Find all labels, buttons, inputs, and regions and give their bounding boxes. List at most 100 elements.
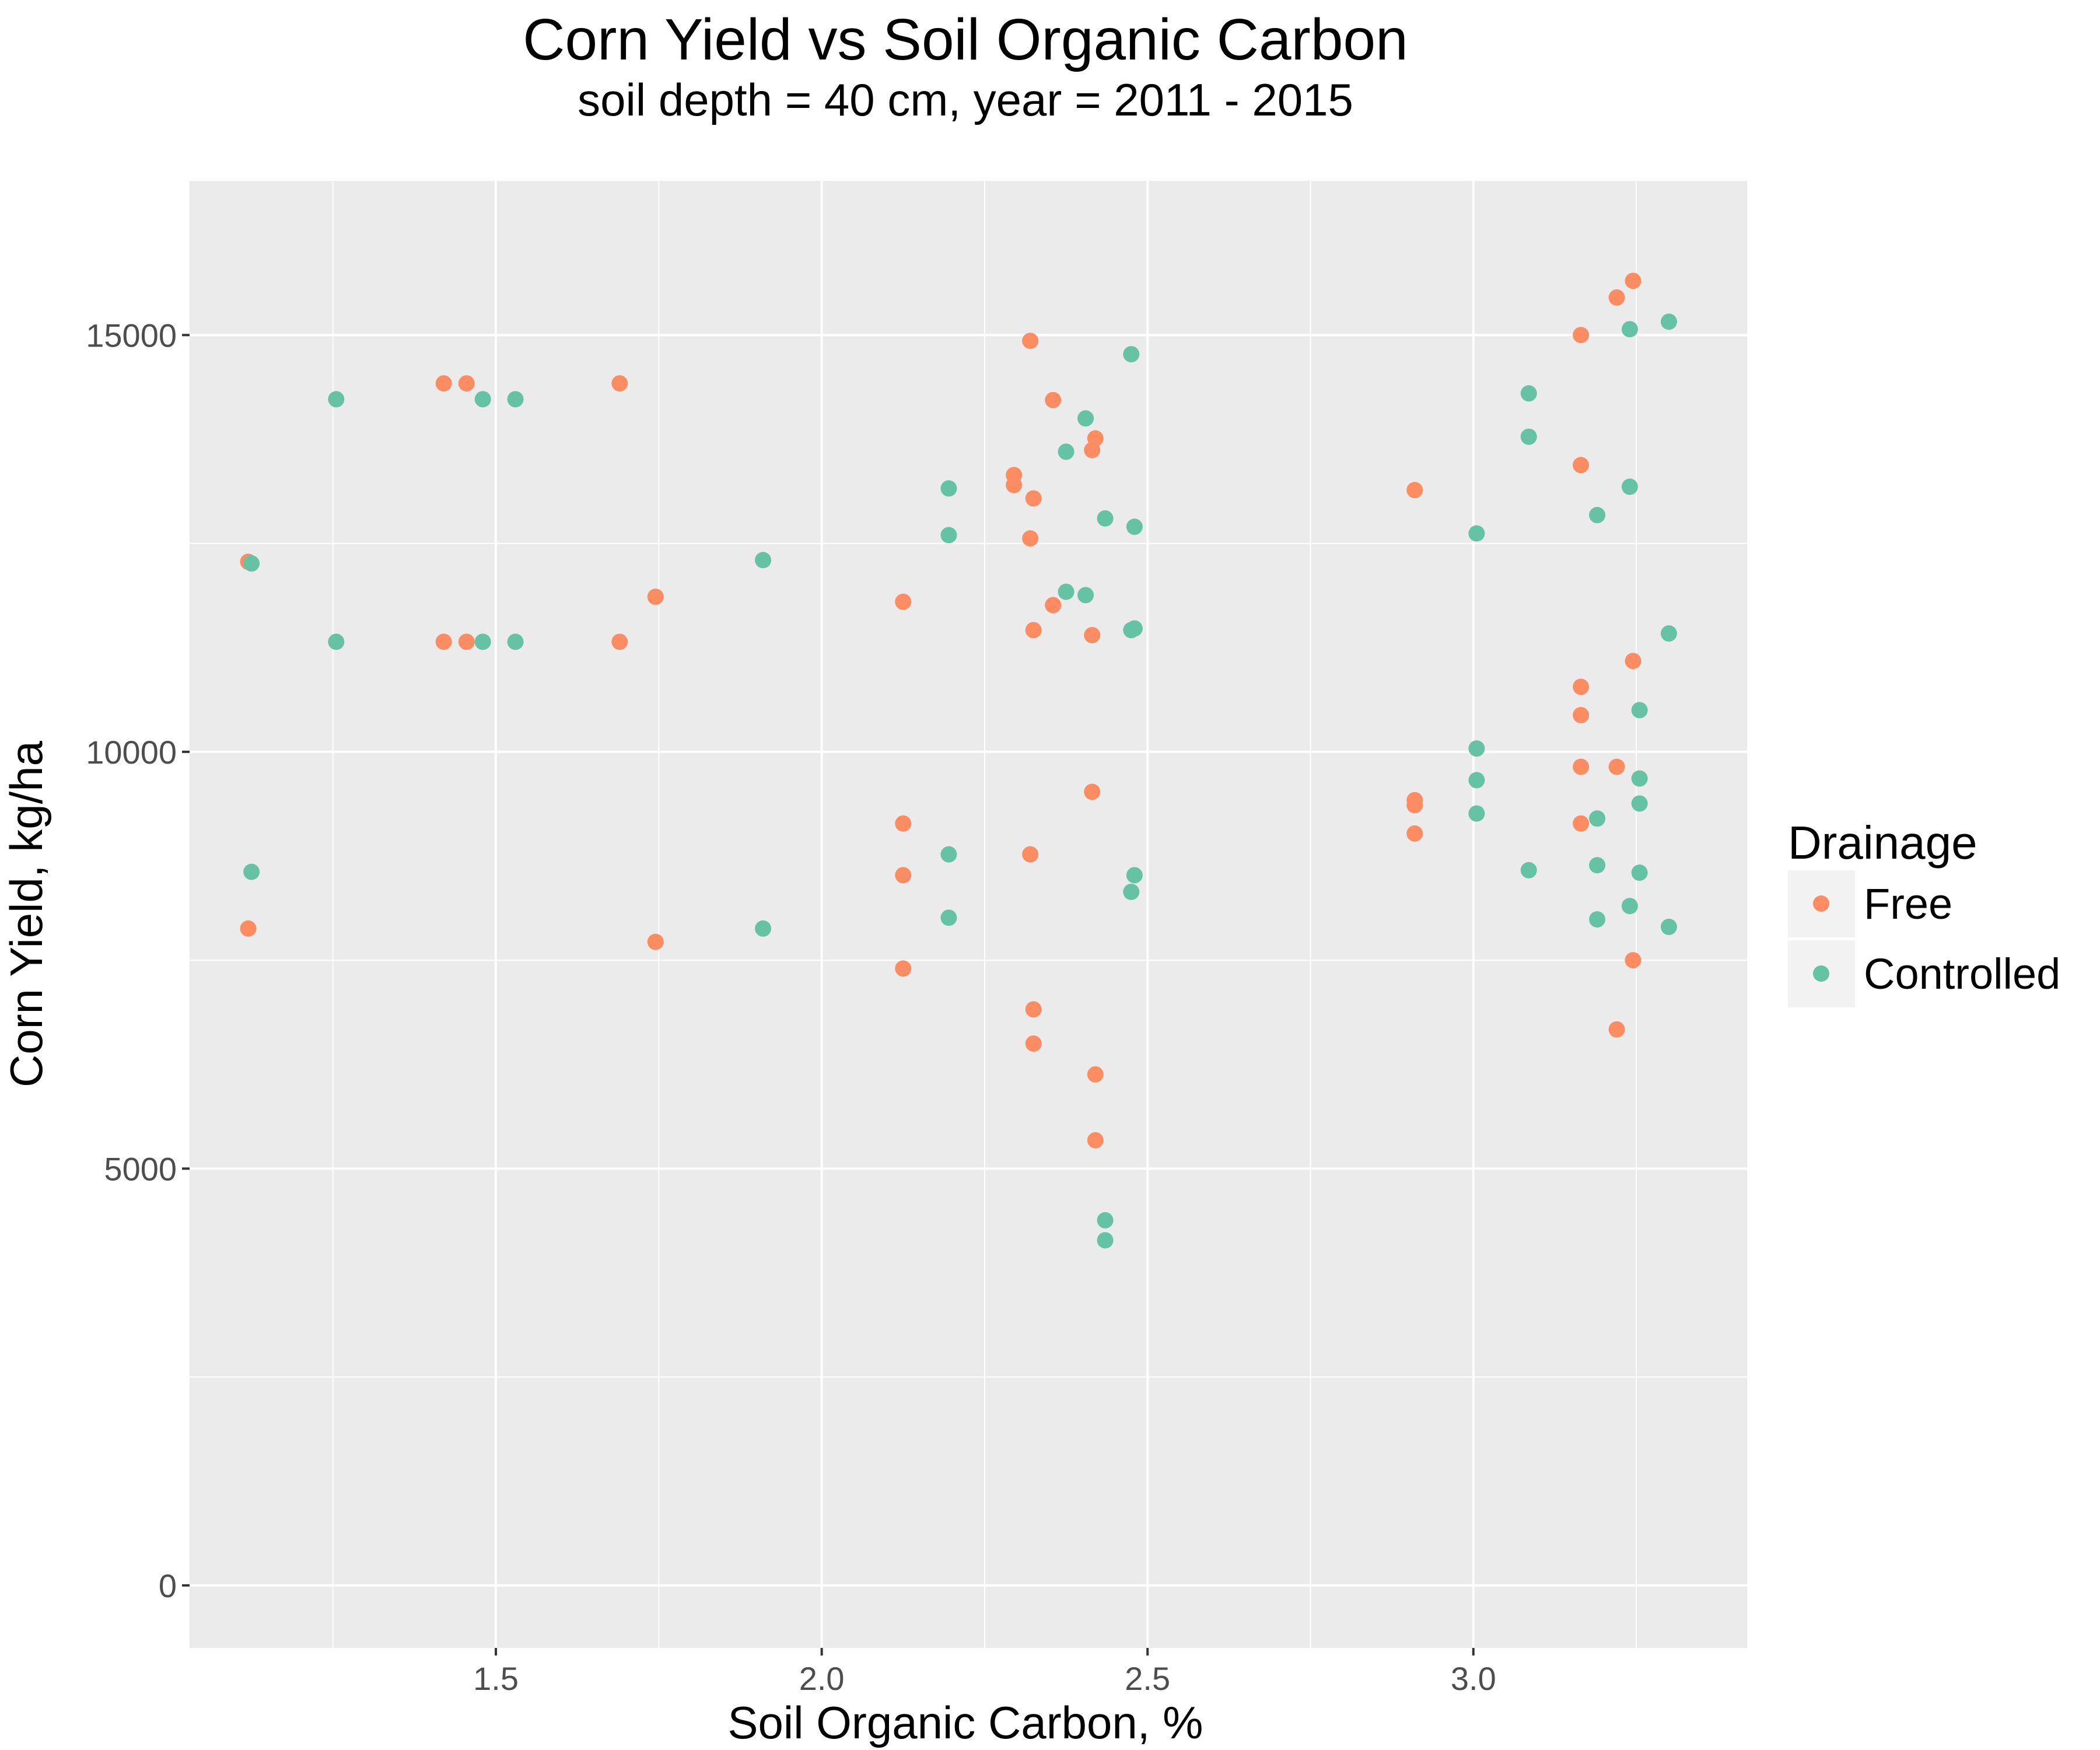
- data-point-controlled: [755, 552, 772, 569]
- data-point-controlled: [507, 634, 524, 650]
- data-point-free: [895, 867, 912, 884]
- data-point-free: [1406, 825, 1423, 842]
- data-point-controlled: [1097, 1212, 1114, 1228]
- data-point-controlled: [474, 391, 491, 408]
- data-point-controlled: [1589, 507, 1606, 524]
- x-axis-title: Soil Organic Carbon, %: [727, 1697, 1203, 1748]
- data-point-controlled: [1123, 883, 1140, 900]
- data-point-free: [1006, 477, 1023, 494]
- data-point-free: [1608, 289, 1625, 306]
- legend-items: Free Controlled: [1788, 870, 2060, 1007]
- data-point-controlled: [1589, 810, 1606, 827]
- y-axis: 0 5000 10000 15000: [86, 317, 190, 1604]
- data-point-free: [1087, 430, 1104, 447]
- data-point-controlled: [1520, 862, 1537, 878]
- data-point-controlled: [1520, 428, 1537, 445]
- data-point-free: [895, 593, 912, 610]
- data-point-free: [1406, 482, 1423, 499]
- x-axis: 1.5 2.0 2.5 3.0: [473, 1648, 1496, 1697]
- data-point-controlled: [1621, 478, 1638, 495]
- data-point-free: [1625, 952, 1642, 969]
- data-point-controlled: [1058, 443, 1074, 460]
- data-point-controlled: [1631, 795, 1648, 812]
- data-point-controlled: [328, 634, 345, 650]
- legend-title: Drainage: [1788, 817, 1978, 869]
- minor-gridlines: [190, 181, 1747, 1648]
- data-point-controlled: [1660, 313, 1677, 330]
- data-point-free: [647, 589, 664, 606]
- data-point-controlled: [507, 391, 524, 408]
- data-point-free: [1022, 332, 1039, 349]
- data-point-free: [1573, 815, 1590, 832]
- data-point-free: [1573, 678, 1590, 695]
- data-point-controlled: [1468, 805, 1485, 822]
- data-point-free: [1573, 457, 1590, 474]
- legend-label-free: Free: [1864, 880, 1952, 928]
- data-point-controlled: [1621, 321, 1638, 338]
- data-point-free: [1625, 653, 1642, 670]
- data-point-free: [1608, 1021, 1625, 1038]
- major-gridlines: [190, 181, 1747, 1648]
- data-point-free: [647, 933, 664, 950]
- data-point-free: [611, 634, 628, 650]
- data-point-controlled: [1126, 620, 1143, 637]
- legend: Drainage Free Controlled: [1788, 817, 2060, 1007]
- data-point-free: [1022, 530, 1039, 547]
- data-points: [240, 272, 1677, 1249]
- data-point-free: [1625, 272, 1642, 289]
- data-point-free: [1573, 706, 1590, 723]
- data-point-controlled: [940, 527, 957, 544]
- x-tick-label: 1.5: [473, 1660, 519, 1697]
- y-tick-label: 5000: [104, 1150, 177, 1187]
- data-point-controlled: [1520, 385, 1537, 402]
- data-point-free: [1573, 327, 1590, 344]
- data-point-controlled: [1097, 510, 1114, 527]
- data-point-free: [1025, 622, 1042, 639]
- data-point-controlled: [940, 480, 957, 497]
- y-tick-label: 10000: [86, 734, 177, 771]
- legend-marker-controlled: [1813, 965, 1829, 982]
- x-tick-label: 3.0: [1451, 1660, 1496, 1697]
- data-point-controlled: [1589, 857, 1606, 874]
- data-point-free: [1025, 1001, 1042, 1018]
- data-point-free: [1084, 626, 1101, 643]
- data-point-controlled: [940, 846, 957, 863]
- data-point-controlled: [1123, 346, 1140, 363]
- data-point-free: [1608, 758, 1625, 775]
- data-point-controlled: [1589, 911, 1606, 928]
- data-point-free: [1084, 783, 1101, 800]
- data-point-free: [1025, 490, 1042, 507]
- data-point-free: [1045, 597, 1062, 614]
- data-point-controlled: [243, 863, 260, 880]
- data-point-free: [1406, 797, 1423, 814]
- data-point-free: [895, 960, 912, 977]
- data-point-free: [435, 375, 452, 392]
- data-point-controlled: [1077, 410, 1094, 427]
- data-point-controlled: [1468, 772, 1485, 789]
- chart-title: Corn Yield vs Soil Organic Carbon: [523, 7, 1408, 72]
- data-point-free: [458, 375, 475, 392]
- plot-panel: [190, 181, 1747, 1648]
- y-tick-label: 15000: [86, 317, 177, 354]
- data-point-free: [611, 375, 628, 392]
- data-point-controlled: [1660, 625, 1677, 642]
- data-point-free: [435, 634, 452, 650]
- y-axis-title: Corn Yield, kg/ha: [1, 740, 52, 1087]
- data-point-controlled: [1126, 867, 1143, 884]
- data-point-controlled: [243, 555, 260, 572]
- data-point-controlled: [1077, 587, 1094, 604]
- data-point-controlled: [328, 391, 345, 408]
- data-point-controlled: [1097, 1232, 1114, 1249]
- data-point-free: [240, 920, 257, 937]
- data-point-controlled: [755, 920, 772, 937]
- data-point-controlled: [474, 634, 491, 650]
- data-point-controlled: [1621, 898, 1638, 915]
- chart-subtitle: soil depth = 40 cm, year = 2011 - 2015: [578, 74, 1353, 125]
- data-point-free: [458, 634, 475, 650]
- data-point-controlled: [1468, 525, 1485, 542]
- data-point-free: [1025, 1035, 1042, 1052]
- data-point-controlled: [940, 909, 957, 926]
- data-point-controlled: [1660, 918, 1677, 935]
